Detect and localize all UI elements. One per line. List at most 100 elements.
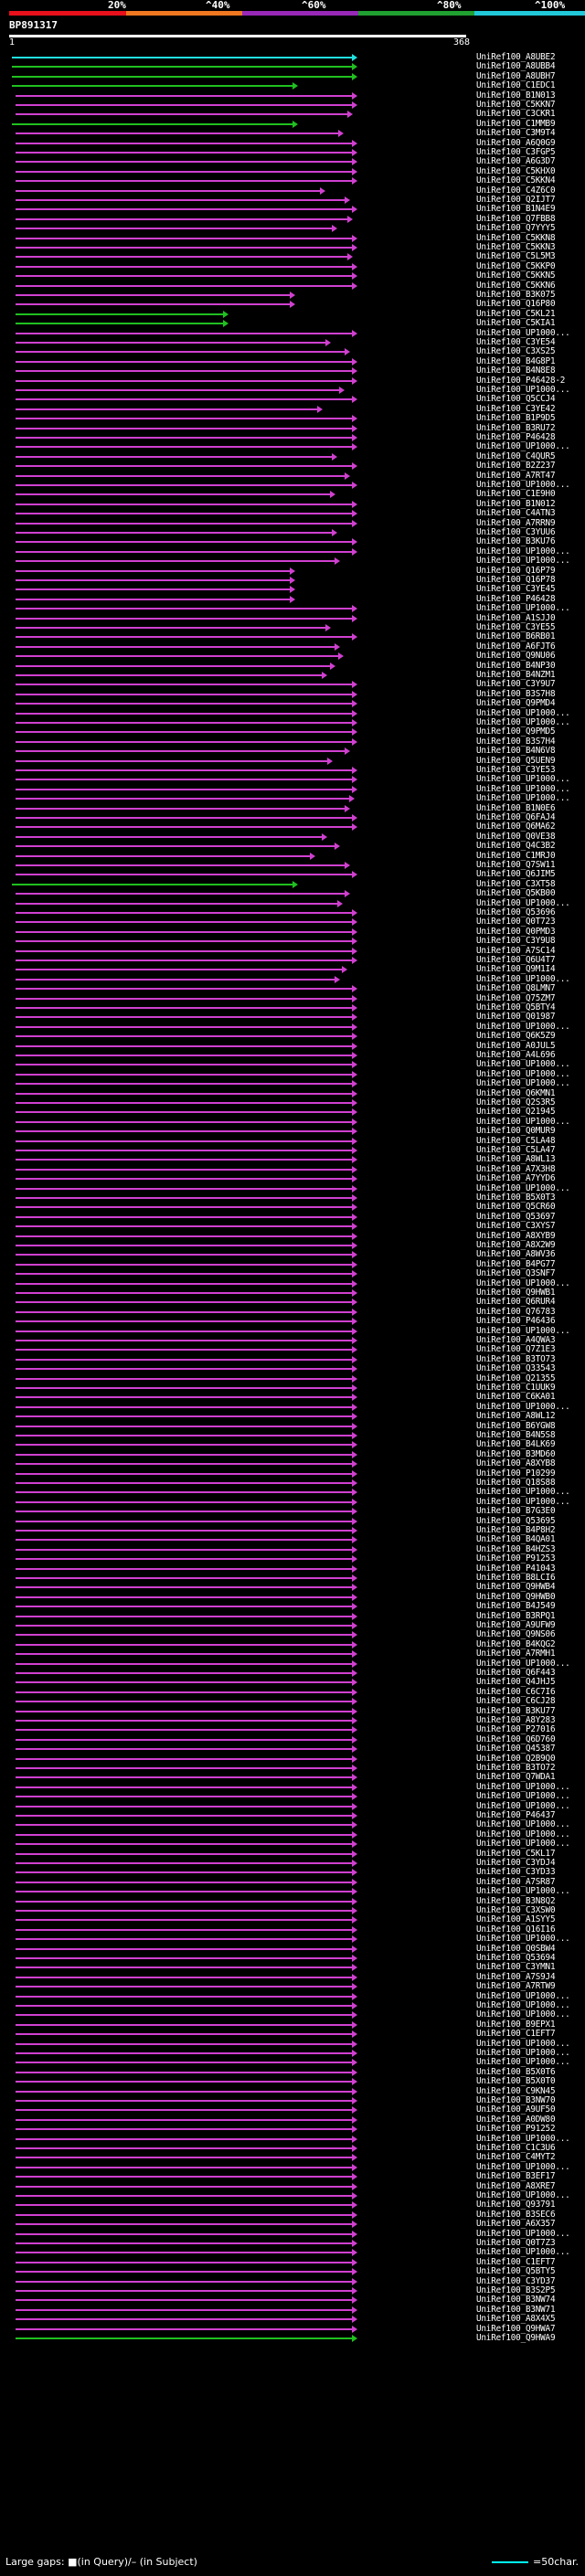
hit-alignment-line[interactable] bbox=[15, 1150, 352, 1151]
hit-alignment-line[interactable] bbox=[15, 1653, 352, 1656]
hit-label-link[interactable]: UniRef100_UP1000... bbox=[476, 973, 570, 984]
hit-label-link[interactable]: UniRef100_UP1000... bbox=[476, 783, 570, 794]
hit-alignment-line[interactable] bbox=[15, 1425, 352, 1427]
hit-alignment-line[interactable] bbox=[15, 921, 352, 924]
hit-alignment-line[interactable] bbox=[15, 2223, 352, 2226]
hit-alignment-line[interactable] bbox=[15, 1738, 352, 1741]
hit-label-link[interactable]: UniRef100_B3RU72 bbox=[476, 422, 556, 433]
hit-label-link[interactable]: UniRef100_A9UFW9 bbox=[476, 1620, 556, 1630]
hit-label-link[interactable]: UniRef100_Q9PMD4 bbox=[476, 698, 556, 709]
hit-alignment-line[interactable] bbox=[15, 370, 352, 373]
hit-alignment-line[interactable] bbox=[15, 237, 352, 239]
hit-alignment-line[interactable] bbox=[15, 1824, 352, 1827]
hit-alignment-line[interactable] bbox=[15, 1966, 352, 1969]
hit-alignment-line[interactable] bbox=[15, 2109, 352, 2112]
hit-label-link[interactable]: UniRef100_P46428 bbox=[476, 432, 556, 442]
hit-alignment-line[interactable] bbox=[15, 1615, 352, 1617]
hit-label-link[interactable]: UniRef100_B4J549 bbox=[476, 1601, 556, 1612]
hit-alignment-line[interactable] bbox=[15, 313, 223, 315]
hit-alignment-line[interactable] bbox=[15, 722, 352, 724]
hit-alignment-line[interactable] bbox=[15, 1625, 352, 1627]
hit-alignment-line[interactable] bbox=[15, 569, 291, 572]
hit-label-link[interactable]: UniRef100_C3YD33 bbox=[476, 1867, 556, 1878]
hit-alignment-line[interactable] bbox=[15, 788, 352, 790]
hit-label-link[interactable]: UniRef100_B8LCI6 bbox=[476, 1573, 556, 1583]
hit-label-link[interactable]: UniRef100_Q0SBW4 bbox=[476, 1943, 556, 1954]
hit-label-link[interactable]: UniRef100_B4LK69 bbox=[476, 1439, 556, 1450]
hit-alignment-line[interactable] bbox=[15, 1995, 352, 1998]
hit-alignment-line[interactable] bbox=[15, 2308, 352, 2311]
hit-alignment-line[interactable] bbox=[15, 1748, 352, 1751]
hit-label-link[interactable]: UniRef100_UP1000... bbox=[476, 1277, 570, 1288]
hit-label-link[interactable]: UniRef100_Q4C3B2 bbox=[476, 841, 556, 852]
hit-alignment-line[interactable] bbox=[15, 1862, 352, 1864]
hit-label-link[interactable]: UniRef100_Q4JHJ5 bbox=[476, 1677, 556, 1688]
hit-label-link[interactable]: UniRef100_Q0PMD3 bbox=[476, 926, 556, 937]
hit-alignment-line[interactable] bbox=[15, 332, 352, 334]
hit-alignment-line[interactable] bbox=[15, 684, 352, 686]
hit-alignment-line[interactable] bbox=[15, 1044, 352, 1047]
hit-label-link[interactable]: UniRef100_C5LA48 bbox=[476, 1135, 556, 1146]
hit-label-link[interactable]: UniRef100_C3YE54 bbox=[476, 337, 556, 347]
hit-label-link[interactable]: UniRef100_UP1000... bbox=[476, 1182, 570, 1193]
hit-alignment-line[interactable] bbox=[15, 1415, 352, 1418]
hit-label-link[interactable]: UniRef100_B4HZS3 bbox=[476, 1543, 556, 1554]
hit-label-link[interactable]: UniRef100_B4KQG2 bbox=[476, 1638, 556, 1649]
hit-alignment-line[interactable] bbox=[15, 2318, 352, 2321]
hit-label-link[interactable]: UniRef100_C6KA01 bbox=[476, 1392, 556, 1403]
hit-alignment-line[interactable] bbox=[15, 1120, 352, 1123]
hit-alignment-line[interactable] bbox=[15, 2280, 352, 2283]
hit-label-link[interactable]: UniRef100_B4N5S8 bbox=[476, 1430, 556, 1440]
hit-alignment-line[interactable] bbox=[15, 550, 352, 553]
hit-label-link[interactable]: UniRef100_C3XYS7 bbox=[476, 1221, 556, 1232]
hit-label-link[interactable]: UniRef100_A7RT47 bbox=[476, 470, 556, 481]
hit-label-link[interactable]: UniRef100_C1EFT7 bbox=[476, 2256, 556, 2267]
hit-label-link[interactable]: UniRef100_A7SC14 bbox=[476, 945, 556, 956]
hit-label-link[interactable]: UniRef100_P91253 bbox=[476, 1553, 556, 1564]
hit-alignment-line[interactable] bbox=[15, 769, 352, 771]
hit-label-link[interactable]: UniRef100_Q5CR60 bbox=[476, 1202, 556, 1213]
hit-label-link[interactable]: UniRef100_C5KKN4 bbox=[476, 175, 556, 186]
hit-label-link[interactable]: UniRef100_B3EF17 bbox=[476, 2171, 556, 2182]
hit-alignment-line[interactable] bbox=[15, 1405, 352, 1408]
hit-label-link[interactable]: UniRef100_B3NW71 bbox=[476, 2304, 556, 2315]
hit-label-link[interactable]: UniRef100_B6YGW8 bbox=[476, 1420, 556, 1431]
hit-label-link[interactable]: UniRef100_UP1000... bbox=[476, 2228, 570, 2239]
hit-label-link[interactable]: UniRef100_UP1000... bbox=[476, 1068, 570, 1079]
hit-alignment-line[interactable] bbox=[15, 1815, 352, 1817]
hit-alignment-line[interactable] bbox=[15, 2185, 352, 2188]
hit-label-link[interactable]: UniRef100_UP1000... bbox=[476, 774, 570, 785]
hit-label-link[interactable]: UniRef100_B5X0T6 bbox=[476, 2066, 556, 2077]
hit-alignment-line[interactable] bbox=[15, 1073, 352, 1076]
hit-alignment-line[interactable] bbox=[15, 541, 352, 544]
hit-alignment-line[interactable] bbox=[15, 2290, 352, 2292]
hit-label-link[interactable]: UniRef100_B3MD60 bbox=[476, 1448, 556, 1459]
hit-label-link[interactable]: UniRef100_B5X0T3 bbox=[476, 1193, 556, 1203]
hit-label-link[interactable]: UniRef100_C3XT58 bbox=[476, 878, 556, 889]
hit-alignment-line[interactable] bbox=[15, 437, 352, 439]
hit-label-link[interactable]: UniRef100_C5KIA1 bbox=[476, 318, 556, 329]
hit-label-link[interactable]: UniRef100_Q9HWA9 bbox=[476, 2333, 556, 2343]
hit-alignment-line[interactable] bbox=[15, 1245, 352, 1246]
hit-alignment-line[interactable] bbox=[15, 532, 333, 534]
hit-alignment-line[interactable] bbox=[15, 1919, 352, 1922]
hit-label-link[interactable]: UniRef100_UP1000... bbox=[476, 385, 570, 395]
hit-label-link[interactable]: UniRef100_B4PG77 bbox=[476, 1258, 556, 1269]
hit-alignment-line[interactable] bbox=[15, 2052, 352, 2054]
hit-alignment-line[interactable] bbox=[15, 1805, 352, 1807]
hit-label-link[interactable]: UniRef100_C3YE45 bbox=[476, 584, 556, 595]
hit-label-link[interactable]: UniRef100_Q8LMN7 bbox=[476, 983, 556, 994]
hit-alignment-line[interactable] bbox=[15, 465, 352, 468]
hit-alignment-line[interactable] bbox=[15, 323, 223, 325]
hit-alignment-line[interactable] bbox=[15, 645, 335, 648]
hit-label-link[interactable]: UniRef100_B3NW74 bbox=[476, 2295, 556, 2306]
hit-label-link[interactable]: UniRef100_B2Z237 bbox=[476, 461, 556, 472]
hit-label-link[interactable]: UniRef100_B3TO73 bbox=[476, 1353, 556, 1364]
hit-alignment-line[interactable] bbox=[15, 1396, 352, 1399]
hit-label-link[interactable]: UniRef100_A7SR87 bbox=[476, 1876, 556, 1887]
hit-label-link[interactable]: UniRef100_Q53694 bbox=[476, 1953, 556, 1963]
hit-alignment-line[interactable] bbox=[15, 2176, 352, 2178]
hit-label-link[interactable]: UniRef100_A6X357 bbox=[476, 2219, 556, 2230]
hit-alignment-line[interactable] bbox=[15, 1254, 352, 1256]
hit-alignment-line[interactable] bbox=[15, 247, 352, 249]
